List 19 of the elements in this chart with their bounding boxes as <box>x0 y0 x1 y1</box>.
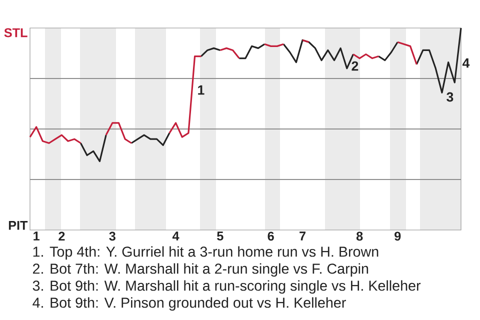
x-tick-label: 1 <box>34 232 40 240</box>
text: STL <box>4 28 28 38</box>
x-tick-label: 4 <box>172 232 180 240</box>
annotation: 3 <box>446 92 454 102</box>
text: 1. Top 4th: Y. Gurriel hit a 3-run home run vs H. Brown <box>33 246 378 260</box>
text: 4 <box>462 58 470 68</box>
x-tick-label: 3 <box>109 232 116 241</box>
text: PIT <box>8 221 28 230</box>
x-tick-label: 2 <box>58 232 65 241</box>
annotation: 2 <box>352 61 358 71</box>
x-tick-label: 6 <box>268 232 274 241</box>
text: 2. Bot 7th: W. Marshall hit a 2-run single vs F. Carpin <box>32 263 368 277</box>
x-tick-label: 5 <box>217 232 224 240</box>
x-tick-label: 9 <box>394 232 401 241</box>
text: 4. Bot 9th: V. Pinson grounded out vs H. Kelleher <box>32 297 346 311</box>
text: 3. Bot 9th: W. Marshall hit a run-scoring single vs H. Kelleher <box>32 280 421 294</box>
annotation: 1 <box>198 85 204 95</box>
x-tick-label: 7 <box>300 232 306 240</box>
x-tick-label: 8 <box>356 232 363 241</box>
